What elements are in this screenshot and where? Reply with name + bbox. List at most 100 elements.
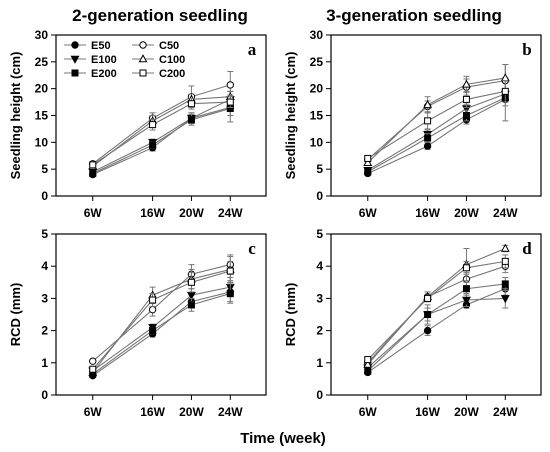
series-c200 <box>89 260 234 373</box>
y-tick-label: 4 <box>316 259 323 273</box>
series-line <box>92 98 231 173</box>
series-c200 <box>364 80 509 162</box>
y-tick-label: 20 <box>310 82 324 96</box>
x-tick-label: 20W <box>454 206 479 220</box>
y-axis-label: Seedling height (cm) <box>283 52 298 180</box>
y-tick-label: 20 <box>35 82 49 96</box>
data-point <box>462 79 471 88</box>
series-line <box>367 297 506 369</box>
y-tick-label: 5 <box>41 162 48 176</box>
series-line <box>367 288 506 373</box>
panel-label: a <box>248 40 257 59</box>
y-tick-label: 2 <box>316 324 323 338</box>
series-line <box>92 84 231 165</box>
x-tick-label: 16W <box>140 206 165 220</box>
data-point <box>500 243 510 252</box>
legend-label: C50 <box>159 40 179 52</box>
y-tick-label: 0 <box>41 388 48 402</box>
data-point <box>363 359 373 368</box>
y-tick-label: 3 <box>41 291 48 305</box>
data-point <box>462 112 470 119</box>
shared-x-axis-label: Time (week) <box>240 430 326 447</box>
data-point <box>424 294 432 302</box>
series-line <box>367 93 506 171</box>
data-point <box>364 154 372 162</box>
data-point <box>364 356 372 364</box>
y-tick-label: 15 <box>310 109 324 123</box>
legend-marker <box>71 41 79 49</box>
y-tick-label: 10 <box>35 135 49 149</box>
series-line <box>367 98 506 174</box>
data-point <box>226 98 234 106</box>
data-point <box>423 142 432 150</box>
x-tick-label: 6W <box>359 206 378 220</box>
data-point <box>187 116 195 124</box>
x-tick-label: 6W <box>84 405 103 419</box>
series-e200 <box>89 283 234 378</box>
panel-label: b <box>522 40 531 59</box>
series-line <box>367 265 506 364</box>
y-tick-label: 0 <box>316 189 323 203</box>
y-tick-label: 0 <box>316 388 323 402</box>
legend-label: C200 <box>159 68 185 80</box>
data-point <box>423 99 433 109</box>
y-tick-label: 4 <box>41 259 48 273</box>
y-tick-label: 25 <box>35 55 49 69</box>
x-tick-label: 20W <box>179 405 204 419</box>
series-line <box>367 247 506 365</box>
y-tick-label: 3 <box>316 291 323 305</box>
data-point <box>462 264 470 272</box>
legend-label: E100 <box>91 54 117 66</box>
legend-marker <box>139 41 147 49</box>
series-e200 <box>364 276 509 375</box>
data-point <box>149 327 157 335</box>
x-tick-label: 16W <box>415 206 440 220</box>
legend-marker <box>139 69 147 77</box>
series-line <box>92 106 231 176</box>
data-point <box>226 267 234 275</box>
panel-c: 0 1 2 3 4 5 6W 16W 20W 24W RCD (mm) c <box>8 227 267 419</box>
y-tick-label: 15 <box>35 109 49 123</box>
panel-b: 0 5 10 15 20 25 30 6W 16W 20W 24W Seedling height (… <box>283 28 542 220</box>
data-point <box>501 257 509 265</box>
y-tick-label: 30 <box>35 28 49 42</box>
legend: E50 C50 E100 C100 E200 C200 <box>64 40 185 80</box>
y-tick-label: 5 <box>316 227 323 241</box>
legend-entry-c50: C50 <box>132 40 179 52</box>
legend-label: E50 <box>91 40 111 52</box>
column-title-left: 2-generation seedling <box>72 6 248 25</box>
data-point <box>501 280 509 288</box>
data-point <box>226 290 234 298</box>
series-line <box>367 77 506 164</box>
data-point <box>89 161 97 169</box>
series-line <box>367 260 506 360</box>
x-tick-label: 6W <box>359 405 378 419</box>
x-tick-label: 24W <box>218 206 243 220</box>
data-point <box>187 100 195 108</box>
series-line <box>367 283 506 372</box>
data-point <box>424 134 432 142</box>
legend-marker <box>70 55 80 64</box>
data-point <box>462 285 470 293</box>
legend-label: E200 <box>91 68 117 80</box>
series-line <box>92 291 231 377</box>
plot-frame <box>330 34 542 197</box>
y-tick-label: 1 <box>41 356 48 370</box>
y-axis-label: Seedling height (cm) <box>8 52 23 180</box>
y-tick-label: 1 <box>316 356 323 370</box>
series-e50 <box>89 281 235 380</box>
data-point <box>89 169 97 177</box>
panel-label: c <box>248 239 256 258</box>
series-c200 <box>89 96 234 169</box>
panel-a: 0 5 10 15 20 25 30 6W 16W 20W 24W Seedling height (… <box>8 28 267 220</box>
series-line <box>367 80 506 160</box>
legend-entry-e200: E200 <box>64 68 117 80</box>
series-line <box>92 268 231 373</box>
y-tick-label: 5 <box>41 227 48 241</box>
legend-marker <box>71 69 79 77</box>
data-point <box>187 278 195 286</box>
y-tick-label: 2 <box>41 324 48 338</box>
y-tick-label: 30 <box>310 28 324 42</box>
data-point <box>462 95 470 103</box>
